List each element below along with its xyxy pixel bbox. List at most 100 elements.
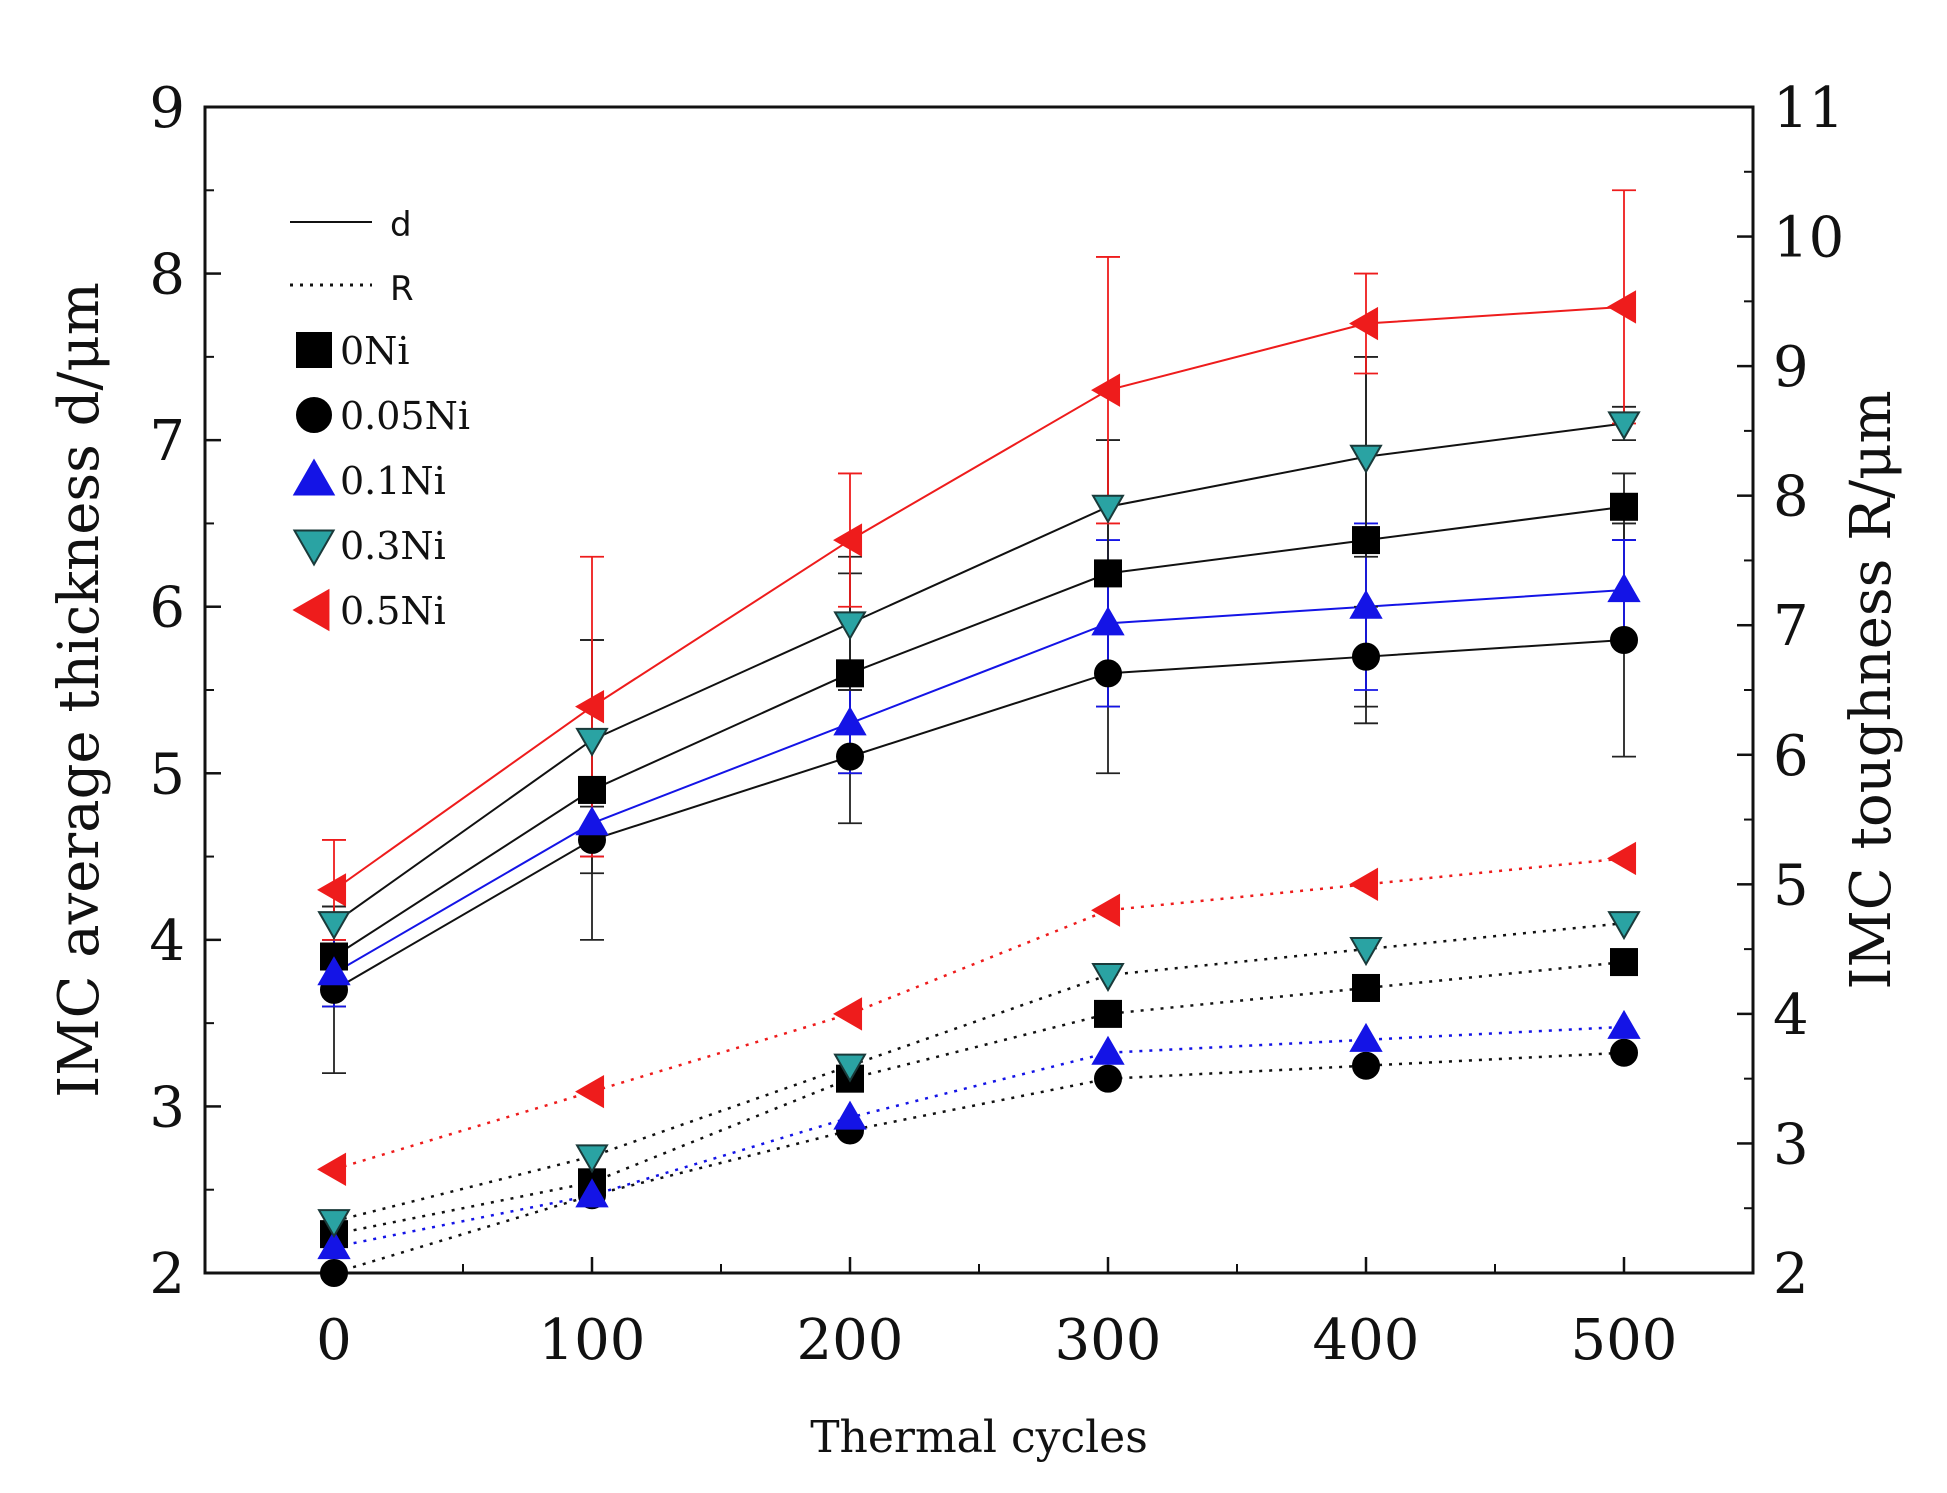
marker-d-0Ni (1352, 526, 1380, 555)
line-d-03Ni (333, 422, 1625, 925)
y-left-tick-label: 4 (149, 909, 185, 974)
y-right-tick-label: 3 (1773, 1112, 1809, 1177)
line-r-0Ni (333, 960, 1625, 1236)
marker-r-05Ni (1091, 893, 1121, 927)
line-r-03Ni (333, 921, 1625, 1223)
error-bars (322, 189, 1636, 1075)
marker-r-005Ni (320, 1259, 348, 1287)
legend-marker-005Ni (296, 397, 332, 433)
marker-d-01Ni (575, 806, 609, 836)
marker-d-005Ni (1352, 642, 1380, 671)
legend-label-0Ni: 0Ni (340, 329, 410, 373)
marker-d-01Ni (1349, 589, 1383, 619)
legend-d-label: d (390, 205, 412, 245)
marker-d-03Ni (1091, 494, 1125, 524)
marker-r-05Ni (1607, 841, 1637, 876)
marker-r-01Ni (1349, 1022, 1383, 1052)
x-tick-label: 400 (1313, 1308, 1420, 1373)
legend-marker-03Ni (292, 529, 336, 567)
marker-d-05Ni (317, 873, 347, 907)
legend-label-005Ni: 0.05Ni (340, 394, 470, 438)
legend-marker-0Ni (296, 332, 332, 368)
axis-ticks: 2 3 4 5 6 7 8 9 2 3 4 5 6 7 8 9 10 11 0 100 200 300 400 500 (149, 76, 1844, 1373)
marker-d-01Ni (1607, 573, 1641, 603)
marker-r-005Ni (1610, 1038, 1638, 1067)
marker-d-03Ni (317, 911, 351, 941)
marker-r-05Ni (317, 1152, 347, 1187)
marker-r-01Ni (575, 1178, 609, 1208)
y-right-tick-label: 9 (1773, 335, 1809, 400)
legend-r-label: R (390, 269, 414, 309)
data-markers (317, 290, 1641, 1287)
y-right-tick-label: 7 (1773, 594, 1809, 659)
marker-d-005Ni (836, 742, 864, 771)
marker-r-0Ni (1352, 973, 1380, 1002)
marker-r-005Ni (1352, 1051, 1380, 1080)
marker-d-005Ni (1610, 626, 1638, 655)
line-r-005Ni (333, 1051, 1625, 1275)
y-left-tick-label: 2 (149, 1242, 185, 1307)
y-axis-right-label: IMC toughness R/μm (1839, 390, 1904, 989)
marker-r-03Ni (1349, 937, 1383, 967)
y-left-tick-label: 3 (149, 1075, 185, 1140)
y-right-tick-label: 5 (1773, 853, 1809, 918)
marker-d-05Ni (1607, 290, 1637, 324)
marker-r-0Ni (1610, 948, 1638, 977)
line-d-05Ni (333, 305, 1625, 891)
x-tick-label: 0 (316, 1308, 352, 1373)
line-d-01Ni (333, 589, 1625, 975)
marker-r-03Ni (575, 1144, 609, 1174)
legend-label-05Ni: 0.5Ni (340, 589, 446, 633)
y-right-tick-label: 4 (1773, 983, 1809, 1048)
marker-d-05Ni (833, 523, 863, 557)
marker-r-0Ni (1094, 999, 1122, 1028)
line-r-05Ni (333, 857, 1625, 1171)
marker-r-01Ni (1607, 1009, 1641, 1039)
marker-d-01Ni (1091, 606, 1125, 636)
marker-r-005Ni (1094, 1064, 1122, 1093)
marker-d-05Ni (1091, 373, 1121, 407)
y-right-tick-label: 8 (1773, 465, 1809, 530)
y-right-tick-label: 6 (1773, 724, 1809, 789)
line-d-0Ni (333, 505, 1625, 958)
y-left-tick-label: 8 (149, 243, 185, 308)
marker-d-03Ni (575, 727, 609, 757)
y-right-tick-label: 10 (1773, 206, 1844, 271)
y-left-tick-label: 9 (149, 76, 185, 141)
marker-d-0Ni (1094, 559, 1122, 588)
y-right-tick-label: 11 (1773, 76, 1844, 141)
x-tick-label: 200 (797, 1308, 904, 1373)
line-d-005Ni (333, 639, 1625, 991)
legend-label-01Ni: 0.1Ni (340, 459, 446, 503)
y-axis-left-label: IMC average thickness d/μm (47, 282, 112, 1098)
marker-r-03Ni (317, 1209, 351, 1239)
series-lines (333, 305, 1625, 1275)
marker-r-01Ni (833, 1100, 867, 1130)
x-tick-label: 100 (539, 1308, 646, 1373)
x-tick-label: 500 (1571, 1308, 1678, 1373)
marker-r-03Ni (833, 1053, 867, 1083)
plot-frame (203, 105, 1755, 1275)
legend-marker-01Ni (292, 458, 336, 496)
marker-d-03Ni (833, 611, 867, 641)
marker-d-0Ni (1610, 492, 1638, 521)
x-axis-label: Thermal cycles (810, 1412, 1148, 1463)
marker-r-05Ni (833, 997, 863, 1031)
legend: d R 0Ni 0.05Ni 0.1Ni 0.3Ni 0.5Ni (290, 205, 470, 633)
marker-r-01Ni (1091, 1035, 1125, 1065)
y-right-tick-label: 2 (1773, 1242, 1809, 1307)
legend-label-03Ni: 0.3Ni (340, 524, 446, 568)
x-tick-label: 300 (1055, 1308, 1162, 1373)
marker-d-01Ni (833, 706, 867, 736)
marker-d-05Ni (1349, 306, 1379, 341)
marker-r-05Ni (575, 1074, 605, 1109)
y-left-tick-label: 6 (149, 576, 185, 641)
marker-r-05Ni (1349, 867, 1379, 902)
marker-d-03Ni (1349, 444, 1383, 474)
legend-marker-05Ni (292, 588, 330, 632)
marker-r-03Ni (1091, 962, 1125, 992)
marker-r-03Ni (1607, 911, 1641, 941)
marker-d-05Ni (575, 689, 605, 724)
marker-d-0Ni (578, 775, 606, 804)
